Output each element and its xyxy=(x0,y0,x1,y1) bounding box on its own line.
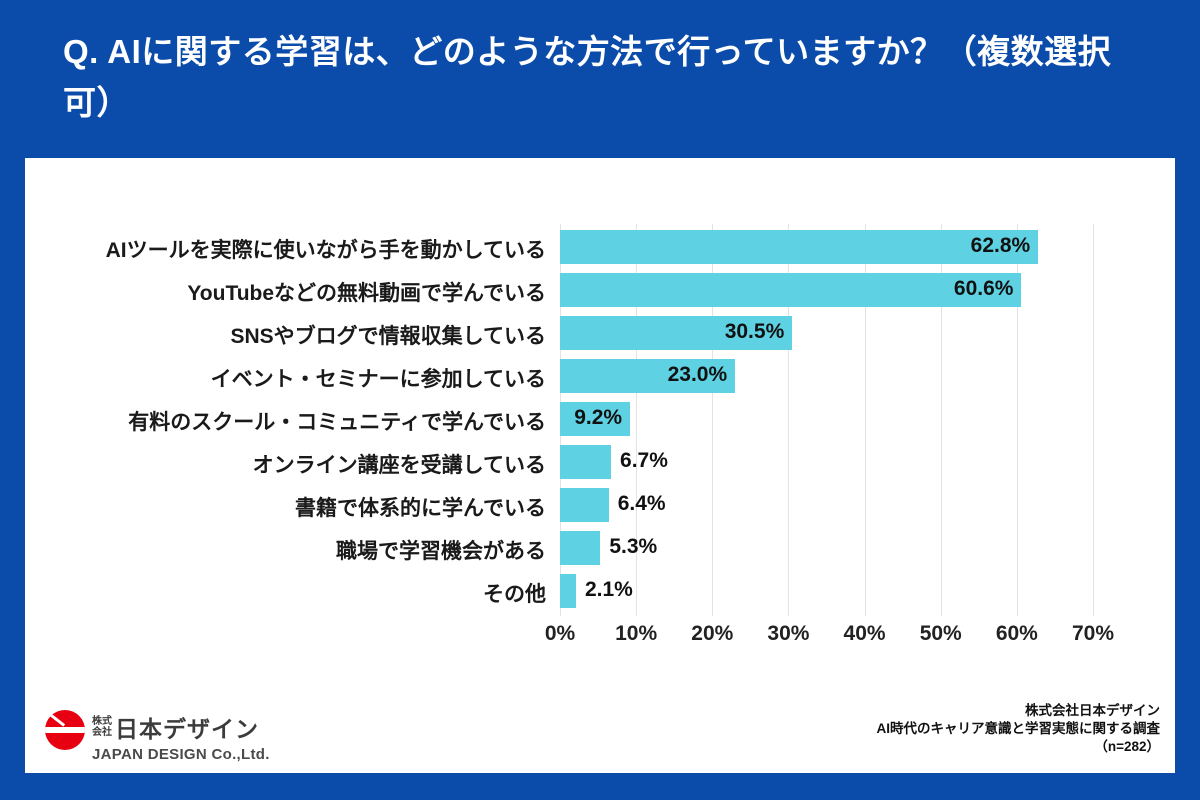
bar-5 xyxy=(560,402,631,436)
bar-value-label: 5.3% xyxy=(609,535,658,558)
source-line-n: （n=282） xyxy=(1094,739,1160,754)
bar-9 xyxy=(560,574,576,608)
logo-slash-shape xyxy=(45,710,66,727)
survey-source: 株式会社日本デザイン AI時代のキャリア意識と学習実態に関する調査 （n=282… xyxy=(877,702,1161,756)
bar-4 xyxy=(560,359,736,393)
gridline-40 xyxy=(864,224,866,616)
bar-value-label: 2.1% xyxy=(584,578,633,601)
gridline-10 xyxy=(636,224,638,616)
bar-7 xyxy=(560,488,609,522)
category-label: SNSやブログで情報収集している xyxy=(230,325,546,348)
source-line-survey: AI時代のキャリア意識と学習実態に関する調査 xyxy=(876,721,1161,736)
bar-value-label: 6.7% xyxy=(620,449,668,472)
x-axis-tick-label: 30% xyxy=(767,622,810,645)
bar-value-label: 60.6% xyxy=(953,277,1014,300)
category-label: 職場で学習機会がある xyxy=(336,540,546,563)
category-label: 有料のスクール・コミュニティで学んでいる xyxy=(128,411,546,434)
logo-company-name-jp: 日本デザイン xyxy=(115,716,259,742)
bar-6 xyxy=(560,445,612,479)
x-axis-tick-label: 0% xyxy=(544,622,576,645)
category-label: オンライン講座を受講している xyxy=(252,454,546,477)
bar-2 xyxy=(560,273,1022,307)
x-axis-tick-label: 60% xyxy=(995,622,1038,645)
bar-value-label: 23.0% xyxy=(667,363,728,386)
gridline-20 xyxy=(712,224,714,616)
source-line-company: 株式会社日本デザイン xyxy=(1025,703,1160,718)
category-label: 書籍で体系的に学んでいる xyxy=(295,497,546,520)
gridline-70 xyxy=(1093,224,1094,616)
x-axis-tick-label: 20% xyxy=(691,622,734,645)
category-label: YouTubeなどの無料動画で学んでいる xyxy=(187,282,546,305)
category-label: その他 xyxy=(483,583,546,606)
x-axis-tick-label: 10% xyxy=(615,622,658,645)
category-label: AIツールを実際に使いながら手を動かしている xyxy=(105,239,546,262)
bar-3 xyxy=(560,316,793,350)
x-axis-tick-label: 50% xyxy=(919,622,962,645)
gridline-60 xyxy=(1016,224,1018,616)
bar-8 xyxy=(560,531,601,565)
bar-1 xyxy=(560,230,1039,264)
x-axis-tick-label: 40% xyxy=(843,622,886,645)
logo-text: 株式 会社 日本デザイン JAPAN DESIGN Co.,Ltd. xyxy=(92,710,270,763)
gridline-30 xyxy=(788,224,790,616)
category-label: イベント・セミナーに参加している xyxy=(210,368,546,391)
bar-value-label: 9.2% xyxy=(574,406,623,429)
gridline-50 xyxy=(940,224,942,616)
x-axis-tick-label: 70% xyxy=(1071,622,1115,645)
bar-value-label: 30.5% xyxy=(724,320,785,343)
bar-value-label: 6.4% xyxy=(617,492,666,515)
japan-design-logo-icon xyxy=(45,710,85,750)
bar-value-label: 62.8% xyxy=(970,234,1031,257)
logo-company-name-en: JAPAN DESIGN Co.,Ltd. xyxy=(92,746,270,763)
chart-card: 0% 10% 20% 30% 40% 50% 60% 70% AIツールを実際に使いながら手を動… xyxy=(25,158,1175,773)
logo-stripe-shape xyxy=(45,727,85,733)
company-logo: 株式 会社 日本デザイン JAPAN DESIGN Co.,Ltd. xyxy=(45,710,270,763)
question-title: Q. AIに関する学習は、どのような方法で行っていますか？（複数選択可） xyxy=(63,33,1112,121)
logo-company-prefix: 株式 会社 xyxy=(92,716,112,738)
